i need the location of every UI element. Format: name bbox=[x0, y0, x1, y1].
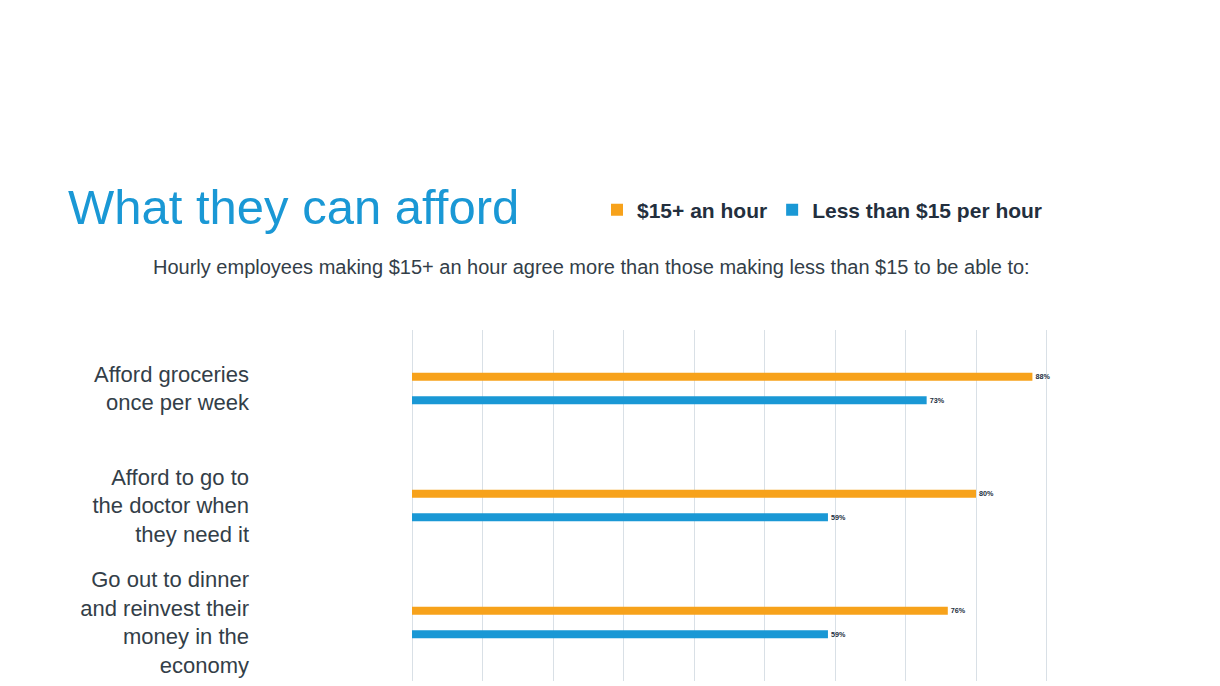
svg-text:What they can afford: What they can afford bbox=[68, 180, 519, 234]
svg-text:Afford groceriesonce per week: Afford groceriesonce per week bbox=[94, 362, 250, 416]
svg-text:76%: 76% bbox=[951, 606, 966, 615]
svg-text:Go out to dinnerand reinvest t: Go out to dinnerand reinvest theirmoney … bbox=[80, 567, 249, 678]
svg-text:88%: 88% bbox=[1035, 372, 1050, 381]
svg-text:Less than $15 per hour: Less than $15 per hour bbox=[812, 199, 1042, 222]
svg-text:59%: 59% bbox=[831, 513, 846, 522]
svg-text:59%: 59% bbox=[831, 630, 846, 639]
svg-text:$15+ an hour: $15+ an hour bbox=[637, 199, 767, 222]
svg-text:Hourly employees making $15+ a: Hourly employees making $15+ an hour agr… bbox=[153, 256, 1030, 278]
svg-text:80%: 80% bbox=[979, 489, 994, 498]
svg-text:Afford to go tothe doctor when: Afford to go tothe doctor whenthey need … bbox=[92, 465, 249, 547]
svg-text:73%: 73% bbox=[930, 396, 945, 405]
